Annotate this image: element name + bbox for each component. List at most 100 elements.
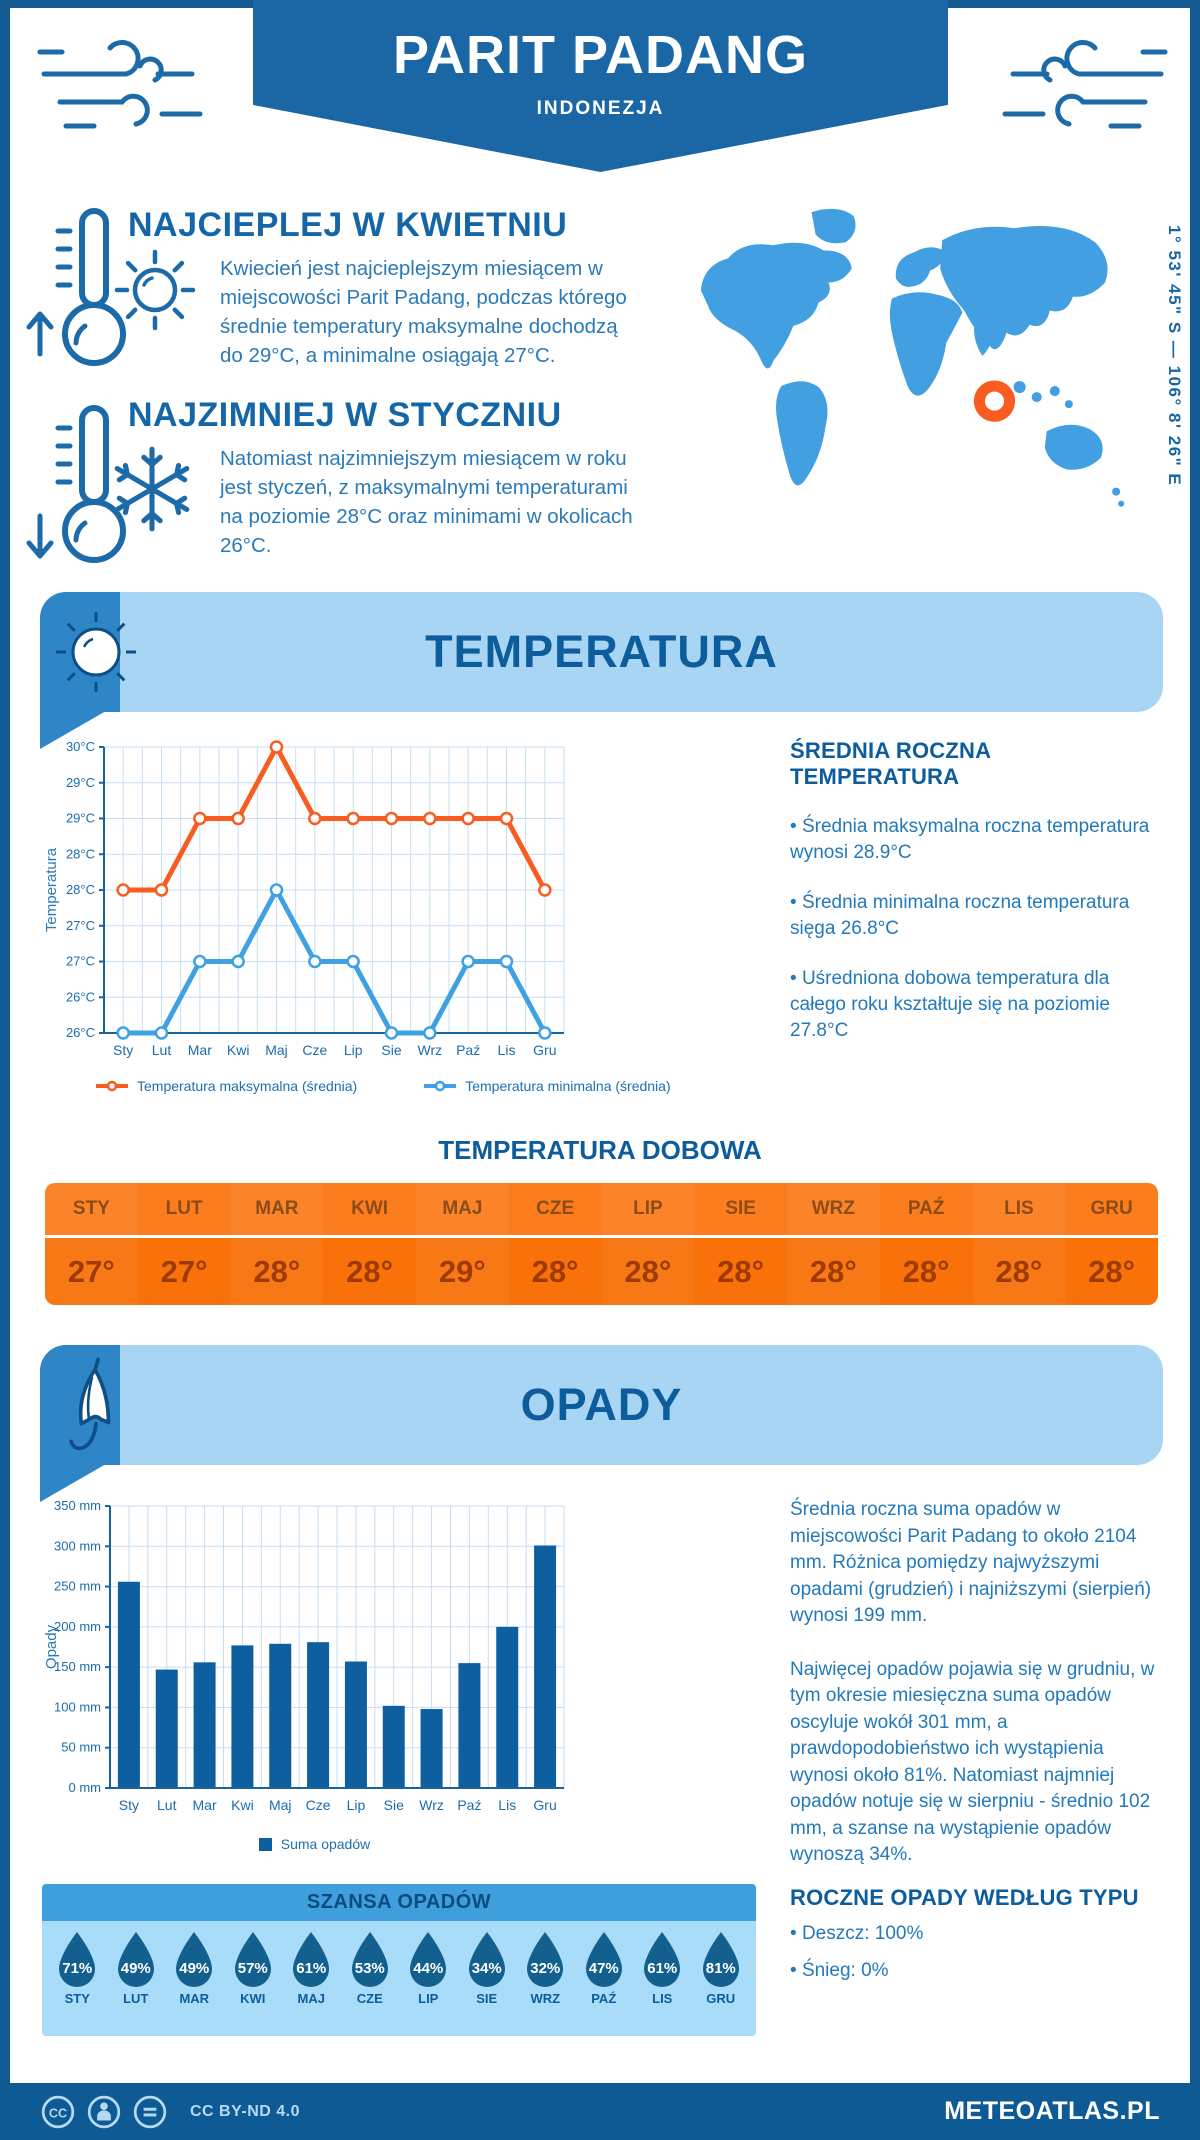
rain-chance-month: LUT <box>123 1991 149 2006</box>
legend-label: Suma opadów <box>280 1836 371 1852</box>
droplet-icon: 53% <box>347 1930 393 1988</box>
droplet-icon: 57% <box>230 1930 276 1988</box>
rain-chance-panel: SZANSA OPADÓW 71% STY 49% LUT 49% MAR 57% KWI 61… <box>42 1884 756 2036</box>
droplet-icon: 44% <box>405 1930 451 1988</box>
x-tick-label: Sie <box>384 1797 404 1813</box>
bar <box>344 1661 367 1788</box>
rain-chance-month: SIE <box>476 1991 498 2006</box>
precipitation-bar-chart: 0 mm 50 mm 100 mm 150 mm 200 mm 250 mm 300 mm 3… <box>43 1498 565 1813</box>
precipitation-section-title: OPADY <box>520 1379 683 1430</box>
data-point <box>154 1026 169 1040</box>
rain-chance-value: 57% <box>237 1960 268 1977</box>
temperature-section-title: TEMPERATURA <box>425 626 778 677</box>
y-tick-label: 28°C <box>66 882 95 897</box>
x-tick-label: Mar <box>193 1797 217 1813</box>
legend-marker <box>424 1080 457 1092</box>
annual-temp-bullet: Średnia minimalna roczna temperatura się… <box>790 890 1165 942</box>
y-tick-label: 29°C <box>66 775 95 790</box>
cc-license-icons: CC CC BY-ND 4.0 <box>40 2094 300 2130</box>
data-point <box>154 883 169 897</box>
data-point <box>423 1026 437 1040</box>
daily-table-value: 28° <box>601 1238 695 1305</box>
rain-chance-value: 44% <box>413 1960 444 1977</box>
rain-chance-value: 34% <box>471 1960 502 1977</box>
daily-table-value-row: 27° 27° 28° 28° 29° 28° 28° 28° 28° 28° 28° 28° <box>45 1238 1158 1305</box>
data-point <box>538 1026 552 1040</box>
annual-temperature-title: ŚREDNIA ROCZNA TEMPERATURA <box>790 738 991 789</box>
annual-temp-bullet: Uśredniona dobowa temperatura dla całego… <box>790 966 1165 1044</box>
y-tick-label: 26°C <box>66 1025 95 1040</box>
y-tick-label: 28°C <box>66 846 95 861</box>
x-tick-label: Gru <box>533 1797 556 1813</box>
temperature-section-banner: TEMPERATURA <box>40 592 1163 749</box>
coordinates-label: 1° 53' 45" S — 106° 8' 26" E <box>1165 225 1184 487</box>
rain-chance-item: 57% KWI <box>225 1930 281 2036</box>
y-tick-label: 30°C <box>66 739 95 754</box>
sun-icon <box>114 249 196 331</box>
y-axis-title: Opady <box>43 1624 60 1669</box>
x-tick-label: Maj <box>265 1042 288 1058</box>
daily-table-value: 28° <box>972 1238 1066 1305</box>
rain-chance-item: 53% CZE <box>342 1930 398 2036</box>
daily-table-month: GRU <box>1090 1198 1133 1219</box>
umbrella-icon <box>69 1357 111 1451</box>
rain-chance-month: STY <box>64 1991 90 2006</box>
bar <box>193 1662 216 1788</box>
precipitation-type-block: ROCZNE OPADY WEDŁUG TYPU Deszcz: 100% Śni… <box>790 1885 1165 1985</box>
rain-chance-drops: 71% STY 49% LUT 49% MAR 57% KWI 61% MAJ 53% CZE 44% L… <box>42 1921 756 2036</box>
world-map <box>700 208 1125 507</box>
y-tick-label: 200 mm <box>54 1619 101 1634</box>
y-tick-label: 350 mm <box>54 1498 101 1513</box>
daily-table-month: LUT <box>165 1198 203 1219</box>
x-tick-label: Cze <box>302 1042 327 1058</box>
page-subtitle: INDONEZJA <box>536 98 665 119</box>
data-point <box>423 811 437 826</box>
data-point <box>269 740 284 754</box>
data-point <box>461 811 475 826</box>
footer-bar: CC CC BY-ND 4.0 METEOATLAS.PL <box>0 2083 1200 2140</box>
thermometer-icon <box>55 208 126 366</box>
y-tick-label: 26°C <box>66 989 95 1004</box>
y-tick-label: 27°C <box>66 918 95 933</box>
rain-chance-item: 32% WRZ <box>517 1930 573 2036</box>
daily-table-month: WRZ <box>787 1183 880 1235</box>
legend-label: Temperatura maksymalna (średnia) <box>137 1078 358 1094</box>
daily-table-month: MAR <box>230 1183 324 1235</box>
y-tick-label: 100 mm <box>54 1699 101 1714</box>
rain-chance-title: SZANSA OPADÓW <box>42 1884 756 1921</box>
daily-table-month: PAŹ <box>907 1198 945 1219</box>
coldest-heading: NAJZIMNIEJ W STYCZNIU <box>128 396 562 434</box>
precipitation-type-title: ROCZNE OPADY WEDŁUG TYPU <box>790 1885 1139 1910</box>
bar <box>458 1663 481 1788</box>
rain-chance-item: 71% STY <box>49 1930 105 2036</box>
droplet-icon: 61% <box>639 1930 685 1988</box>
bar <box>382 1705 405 1788</box>
daily-table-value: 29° <box>416 1238 509 1305</box>
daily-table-month: SIE <box>725 1198 756 1219</box>
annual-temp-bullet: Średnia maksymalna roczna temperatura wy… <box>790 814 1165 866</box>
rain-chance-item: 49% MAR <box>166 1930 222 2036</box>
x-tick-label: Wrz <box>418 1042 443 1058</box>
rain-chance-month: PAŹ <box>591 1991 617 2006</box>
precipitation-type-bullet: Śnieg: 0% <box>790 1957 1165 1985</box>
x-tick-label: Lut <box>152 1042 172 1058</box>
data-point <box>346 954 360 969</box>
daily-table-value: 27° <box>160 1253 208 1289</box>
warmest-text: Kwiecień jest najcieplejszym miesiącem w… <box>220 257 627 367</box>
data-point <box>346 811 360 826</box>
droplet-icon: 32% <box>522 1930 568 1988</box>
thermometer-icon <box>55 405 126 563</box>
x-tick-label: Cze <box>306 1797 331 1813</box>
bar <box>155 1669 178 1788</box>
y-tick-label: 300 mm <box>54 1538 101 1553</box>
page-frame-left <box>0 0 10 2140</box>
rain-chance-item: 61% LIS <box>634 1930 690 2036</box>
legend-label: Temperatura minimalna (średnia) <box>465 1078 671 1094</box>
rain-chance-month: GRU <box>706 1991 736 2006</box>
precipitation-paragraph: Najwięcej opadów pojawia się w grudniu, … <box>790 1658 1155 1866</box>
y-tick-label: 250 mm <box>54 1579 101 1594</box>
license-label: CC BY-ND 4.0 <box>190 2102 301 2120</box>
rain-chance-item: 49% LUT <box>108 1930 164 2036</box>
x-tick-label: Paź <box>457 1797 481 1813</box>
rain-chance-value: 49% <box>120 1960 151 1977</box>
